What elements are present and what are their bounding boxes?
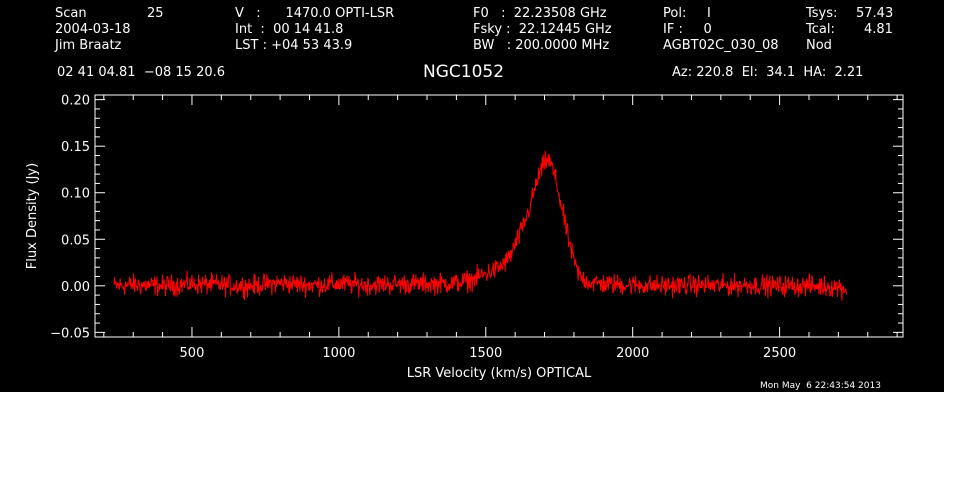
lst-info: LST : +04 53 43.9	[235, 38, 353, 53]
timestamp: Mon May 6 22:43:54 2013	[760, 381, 881, 391]
if-number: IF : 0	[663, 22, 712, 37]
y-tick-label: 0.00	[61, 280, 90, 295]
scan-number: 25	[147, 6, 164, 21]
sky-frequency: Fsky : 22.12445 GHz	[473, 22, 612, 37]
y-tick-label: 0.10	[61, 187, 90, 202]
bandwidth: BW : 200.0000 MHz	[473, 38, 610, 53]
observer-name: Jim Braatz	[55, 38, 122, 53]
obs-date: 2004-03-18	[55, 22, 131, 37]
plot-frame	[94, 94, 904, 338]
spectrum-line	[113, 150, 848, 301]
tcal-label: Tcal:	[806, 22, 835, 37]
plot-panel: Scan 25 2004-03-18 Jim Braatz V : 1470.0…	[0, 0, 944, 392]
y-tick-label: 0.15	[61, 140, 90, 155]
tsys-value: 57.43	[856, 6, 894, 21]
x-axis-label: LSR Velocity (km/s) OPTICAL	[407, 366, 592, 381]
x-tick-label: 500	[180, 346, 205, 361]
spectrum-chart: 500 1000 1500 2000 2500 −0.05 0.00 0.05 0.10 0.15…	[25, 94, 904, 381]
y-tick-label: 0.20	[61, 94, 90, 109]
project-id: AGBT02C_030_08	[663, 38, 779, 53]
x-tick-label: 2000	[616, 346, 649, 361]
x-tick-label: 2500	[763, 346, 796, 361]
switching-mode: Nod	[806, 38, 832, 53]
polarization: Pol: I	[663, 6, 711, 21]
az-el-ha: Az: 220.8 El: 34.1 HA: 2.21	[672, 65, 864, 80]
tsys-label: Tsys:	[806, 6, 838, 21]
x-tick-label: 1000	[322, 346, 355, 361]
y-tick-label: −0.05	[50, 326, 90, 341]
velocity-info: V : 1470.0 OPTI-LSR	[235, 6, 395, 21]
integration-time: Int : 00 14 41.8	[235, 22, 344, 37]
y-tick-label: 0.05	[61, 233, 90, 248]
scan-label: Scan	[55, 6, 87, 21]
tcal-value: 4.81	[864, 22, 893, 37]
chart-title: NGC1052	[423, 62, 505, 82]
rest-frequency: F0 : 22.23508 GHz	[473, 6, 607, 21]
y-axis-label: Flux Density (Jy)	[25, 163, 40, 269]
x-tick-label: 1500	[469, 346, 502, 361]
source-coordinates: 02 41 04.81 −08 15 20.6	[57, 65, 226, 80]
